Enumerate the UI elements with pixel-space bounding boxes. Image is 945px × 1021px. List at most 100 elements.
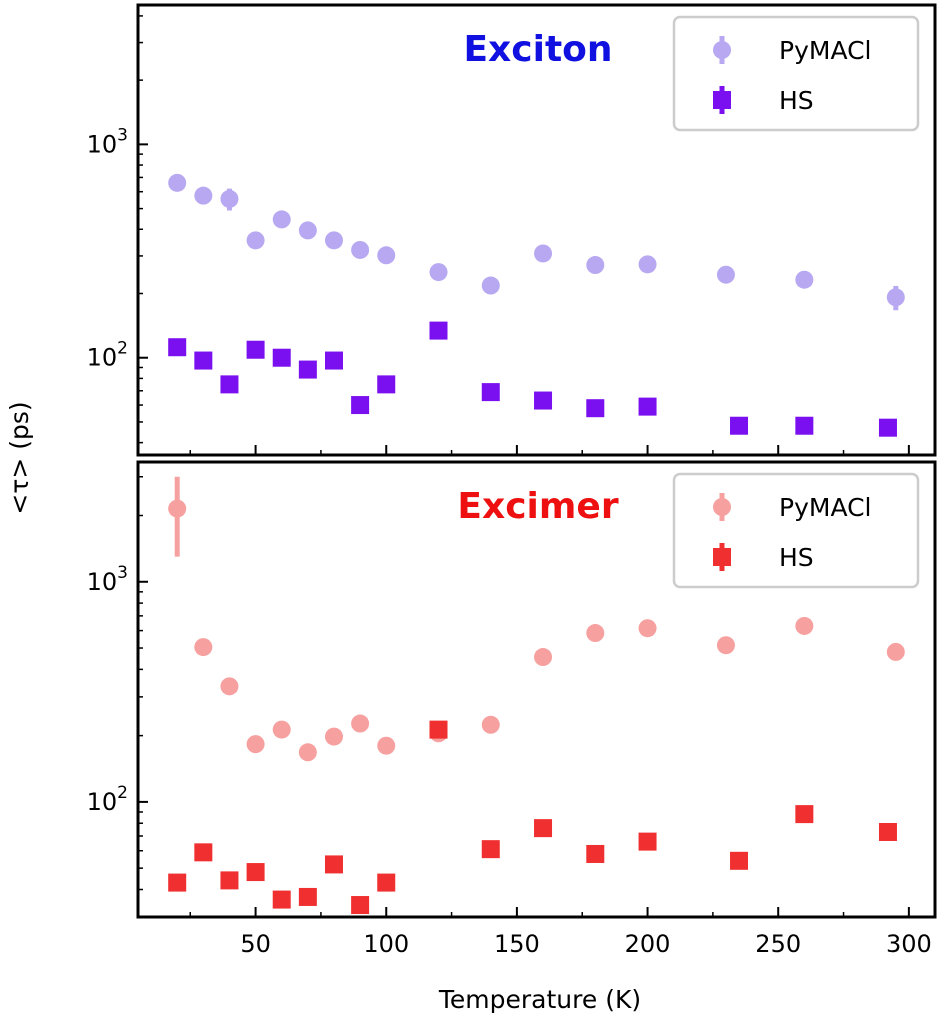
legend-label: PyMACl <box>779 36 872 65</box>
legend-label: PyMACl <box>779 493 872 522</box>
data-point <box>351 240 370 259</box>
y-axis-label: <τ> (ps) <box>5 401 34 514</box>
data-point <box>377 246 396 265</box>
x-axis: 50 100 150 200 250 300 <box>240 930 931 958</box>
legend: PyMACl HS <box>672 472 920 589</box>
chart-panels: 102 103 Exciton PyMACl HS 102 103 Excimer PyMACl… <box>87 3 937 919</box>
data-point <box>194 638 213 657</box>
data-point <box>168 338 187 357</box>
legend-frame <box>672 15 920 132</box>
data-point <box>481 383 500 402</box>
data-point <box>638 397 657 416</box>
panel-excimer: 102 103 Excimer PyMACl HS <box>87 460 937 919</box>
data-point <box>324 351 343 370</box>
data-point <box>272 348 291 367</box>
legend-marker <box>713 498 731 516</box>
x-tick-label: 300 <box>886 930 932 958</box>
series-hs <box>168 720 897 915</box>
series-hs <box>168 321 897 437</box>
data-point <box>194 186 213 205</box>
panel-title: Excimer <box>457 486 618 527</box>
legend-label: HS <box>779 86 814 115</box>
data-point <box>298 360 317 379</box>
x-tick-label: 200 <box>625 930 671 958</box>
legend-marker <box>713 41 731 59</box>
y-tick-label: 102 <box>87 783 128 816</box>
y-tick-label: 103 <box>87 563 128 596</box>
data-point <box>586 256 605 275</box>
data-point <box>586 844 605 863</box>
data-point <box>534 391 553 410</box>
panel-exciton: 102 103 Exciton PyMACl HS <box>87 3 937 457</box>
data-point <box>246 340 265 359</box>
data-point <box>716 636 735 655</box>
panel-title: Exciton <box>463 29 612 70</box>
legend-frame <box>672 472 920 589</box>
data-point <box>324 727 343 746</box>
data-point <box>429 263 448 282</box>
legend-marker <box>713 91 731 109</box>
data-point <box>272 890 291 909</box>
data-point <box>638 619 657 638</box>
axes-frame <box>136 460 937 919</box>
x-tick-label: 250 <box>755 930 801 958</box>
data-point <box>168 173 187 192</box>
data-point <box>534 819 553 838</box>
legend-marker <box>713 548 731 566</box>
x-tick-label: 150 <box>494 930 540 958</box>
data-point <box>534 244 553 263</box>
data-point <box>795 416 814 435</box>
data-point <box>377 873 396 892</box>
data-point <box>298 743 317 762</box>
data-point <box>730 851 749 870</box>
data-point <box>351 396 370 415</box>
data-point <box>795 616 814 635</box>
legend: PyMACl HS <box>672 15 920 132</box>
data-point <box>878 822 897 841</box>
data-point <box>795 270 814 289</box>
x-tick-label: 100 <box>363 930 409 958</box>
data-point <box>429 321 448 340</box>
data-point <box>324 231 343 250</box>
data-point <box>481 276 500 295</box>
data-point <box>351 714 370 733</box>
series-pymacl <box>168 173 905 311</box>
data-point <box>220 189 239 208</box>
x-tick-label: 50 <box>240 930 271 958</box>
legend-label: HS <box>779 543 814 572</box>
data-point <box>272 720 291 739</box>
data-point <box>246 735 265 754</box>
data-point <box>246 231 265 250</box>
data-point <box>886 642 905 661</box>
data-point <box>168 873 187 892</box>
y-tick-label: 102 <box>87 339 128 372</box>
data-point <box>220 677 239 696</box>
data-point <box>298 887 317 906</box>
data-point <box>220 871 239 890</box>
data-point <box>220 375 239 394</box>
data-point <box>730 416 749 435</box>
data-point <box>878 418 897 437</box>
data-point <box>168 499 187 518</box>
data-point <box>481 715 500 734</box>
data-point <box>886 288 905 307</box>
data-point <box>586 399 605 418</box>
data-point <box>429 720 448 739</box>
data-point <box>586 624 605 643</box>
data-point <box>246 863 265 882</box>
data-point <box>481 840 500 859</box>
data-point <box>716 265 735 284</box>
data-point <box>272 210 291 229</box>
x-axis-label: Temperature (K) <box>438 985 641 1014</box>
data-point <box>194 843 213 862</box>
data-point <box>377 736 396 755</box>
y-tick-label: 103 <box>87 125 128 158</box>
data-point <box>351 896 370 915</box>
data-point <box>795 805 814 824</box>
data-point <box>377 375 396 394</box>
data-point <box>298 221 317 240</box>
series-pymacl <box>168 476 905 762</box>
axes-frame <box>136 3 937 457</box>
data-point <box>638 255 657 274</box>
